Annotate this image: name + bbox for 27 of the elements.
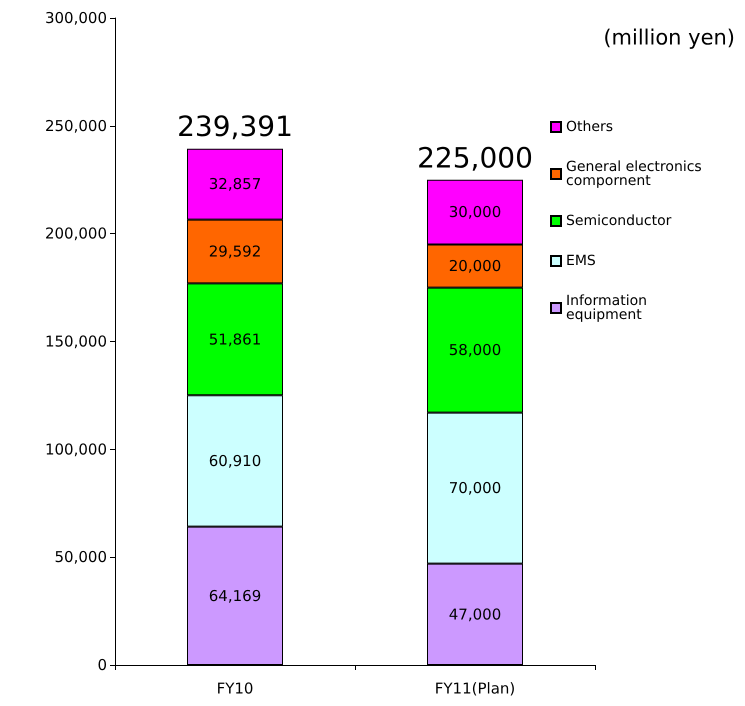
data-label: 64,169 xyxy=(208,586,262,605)
legend-label: General electronics compornent xyxy=(566,159,706,189)
legend-label: Information equipment xyxy=(566,293,652,323)
legend-label: Semiconductor xyxy=(566,213,672,229)
data-label: 58,000 xyxy=(448,341,502,360)
data-label: 51,861 xyxy=(208,330,262,348)
data-label: 30,000 xyxy=(448,203,502,222)
text: (million yen) xyxy=(603,26,735,50)
data-label: 70,000 xyxy=(448,479,502,498)
data-label: 60,910 xyxy=(208,452,262,470)
y-tick-label: 250,000 xyxy=(44,116,107,135)
y-tick-label: 0 xyxy=(97,656,107,674)
y-tick-label: 150,000 xyxy=(44,332,107,350)
total-label: 225,000 xyxy=(417,141,533,174)
data-label: 20,000 xyxy=(448,257,502,276)
data-label: 29,592 xyxy=(208,242,262,260)
x-tick-label: FY10 xyxy=(216,680,254,698)
y-tick-label: 300,000 xyxy=(44,9,107,27)
legend-label: EMS xyxy=(566,253,596,269)
x-tick-label: FY11(Plan) xyxy=(434,680,516,698)
y-tick-label: 50,000 xyxy=(54,548,107,566)
data-label: 32,857 xyxy=(208,175,262,194)
data-label: 47,000 xyxy=(448,605,502,624)
y-tick-label: 200,000 xyxy=(44,224,107,243)
legend-label: Others xyxy=(566,119,614,135)
y-tick-label: 100,000 xyxy=(44,440,107,458)
total-label: 239,391 xyxy=(177,110,293,144)
